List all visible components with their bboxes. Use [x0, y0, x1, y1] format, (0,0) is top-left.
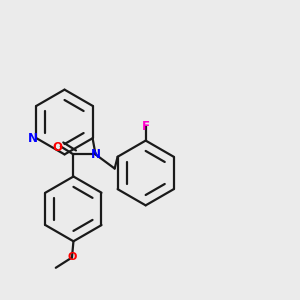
Text: N: N — [91, 148, 100, 161]
Text: O: O — [67, 253, 77, 262]
Text: O: O — [52, 141, 62, 154]
Text: N: N — [28, 132, 38, 145]
Text: F: F — [142, 120, 150, 133]
